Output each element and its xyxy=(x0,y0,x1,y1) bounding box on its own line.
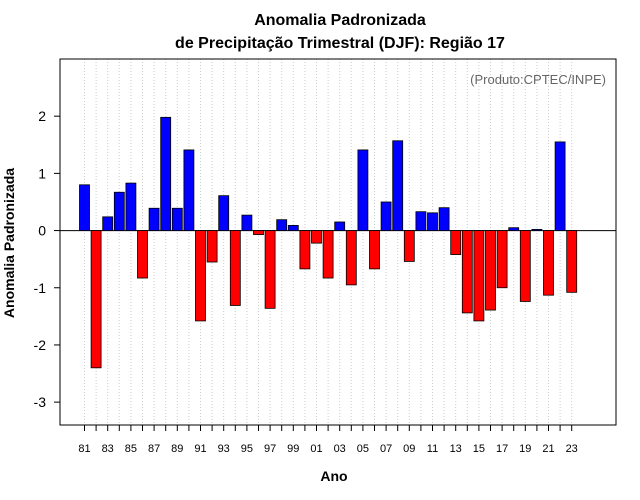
x-tick-label: 89 xyxy=(171,443,183,455)
bar-07 xyxy=(380,201,392,231)
y-tick-label: 2 xyxy=(38,108,46,124)
bar-23 xyxy=(566,230,578,293)
x-tick-label: 83 xyxy=(102,443,114,455)
bar-19 xyxy=(519,230,531,302)
x-tick-label: 01 xyxy=(310,443,322,455)
bar-87 xyxy=(148,207,160,231)
x-tick-label: 21 xyxy=(542,443,554,455)
x-tick-label: 91 xyxy=(194,443,206,455)
bar-02 xyxy=(322,230,334,279)
y-tick-label: -2 xyxy=(34,337,47,353)
x-tick-label: 81 xyxy=(78,443,90,455)
bar-21 xyxy=(543,230,554,296)
bar-06 xyxy=(369,230,380,270)
bar-12 xyxy=(438,207,450,231)
x-tick-label: 07 xyxy=(380,443,392,455)
chart-title-line-1: Anomalia Padronizada xyxy=(254,12,426,29)
bar-08 xyxy=(392,140,404,231)
chart-title-line-2: de Precipitação Trimestral (DJF): Região… xyxy=(175,35,505,52)
bar-09 xyxy=(403,230,415,262)
bar-82 xyxy=(90,230,102,369)
bar-10 xyxy=(415,211,427,231)
x-tick-label: 23 xyxy=(566,443,578,455)
y-tick-label: -1 xyxy=(34,280,47,296)
bar-86 xyxy=(137,230,148,279)
bar-16 xyxy=(485,230,496,311)
x-axis-title: Ano xyxy=(320,468,347,484)
bar-18 xyxy=(508,227,520,231)
bar-83 xyxy=(102,216,114,231)
x-tick-label: 97 xyxy=(264,443,276,455)
bar-84 xyxy=(113,191,125,231)
bar-81 xyxy=(79,184,90,231)
x-tick-label: 95 xyxy=(241,443,253,455)
bar-20 xyxy=(531,229,543,231)
bar-98 xyxy=(276,219,288,231)
x-tick-label: 99 xyxy=(287,443,299,455)
bar-14 xyxy=(461,230,473,314)
bar-03 xyxy=(334,221,346,231)
x-tick-label: 93 xyxy=(218,443,230,455)
bar-13 xyxy=(450,230,462,255)
x-tick-label: 13 xyxy=(450,443,462,455)
x-tick-label: 03 xyxy=(334,443,346,455)
bar-89 xyxy=(171,207,183,231)
bar-05 xyxy=(357,149,369,231)
y-tick-label: 0 xyxy=(38,223,46,239)
x-tick-label: 09 xyxy=(403,443,415,455)
x-tick-label: 85 xyxy=(125,443,137,455)
y-tick-label: -3 xyxy=(34,394,47,410)
x-tick-label: 11 xyxy=(427,443,438,455)
bar-94 xyxy=(229,230,241,306)
bar-93 xyxy=(218,195,230,231)
bar-11 xyxy=(427,212,438,231)
y-axis: -3 -2 -1 0 1 2 xyxy=(34,108,60,410)
x-tick-label: 87 xyxy=(148,443,160,455)
bar-17 xyxy=(496,230,508,289)
bar-88 xyxy=(160,116,172,231)
x-tick-label: 17 xyxy=(496,443,508,455)
y-tick-label: 1 xyxy=(38,165,46,181)
bar-01 xyxy=(311,230,322,244)
bar-92 xyxy=(206,230,218,263)
x-tick-label: 05 xyxy=(357,443,369,455)
bar-91 xyxy=(195,230,206,322)
plot-border xyxy=(59,58,617,426)
bar-96 xyxy=(253,230,264,235)
x-axis: 81 83 85 87 89 91 93 95 97 99 01 03 05 07 09 11 13 15 17 19… xyxy=(78,425,578,455)
credit-text: (Produto:CPTEC/INPE) xyxy=(470,72,606,87)
x-tick-label: 15 xyxy=(473,443,485,455)
bar-22 xyxy=(554,141,566,231)
bar-15 xyxy=(473,230,485,322)
bar-99 xyxy=(287,225,299,231)
bar-00 xyxy=(299,230,311,270)
bar-85 xyxy=(125,182,137,231)
bar-97 xyxy=(264,230,276,309)
x-tick-label: 19 xyxy=(519,443,531,455)
bar-04 xyxy=(345,230,357,286)
bar-90 xyxy=(183,149,195,231)
y-axis-title: Anomalia Padronizada xyxy=(1,168,17,318)
bar-95 xyxy=(241,214,253,231)
bars xyxy=(79,116,578,369)
